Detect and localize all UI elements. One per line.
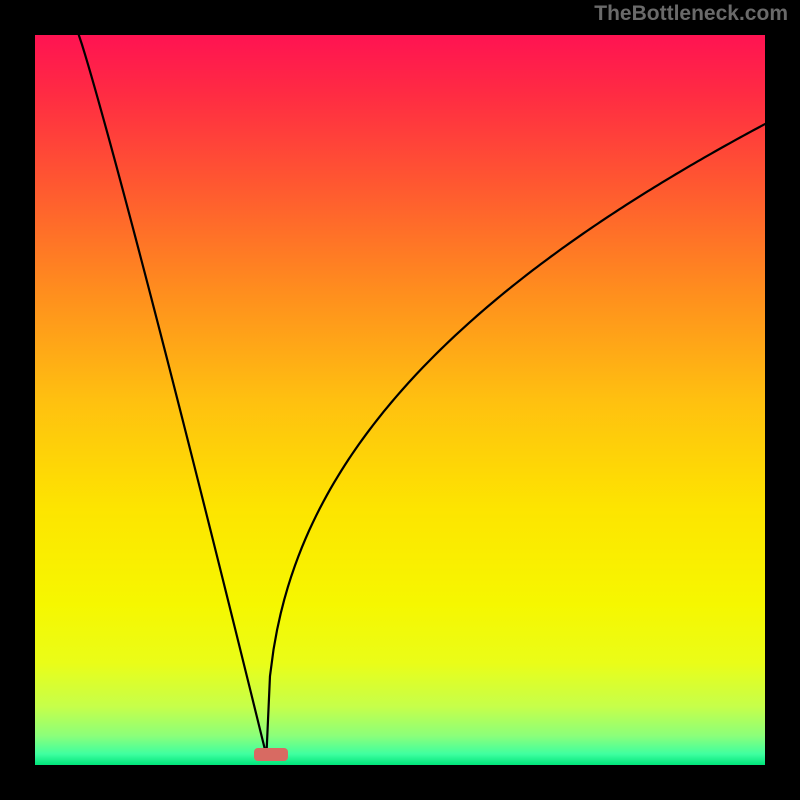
optimum-marker [254,748,288,761]
chart-container: TheBottleneck.com [0,0,800,800]
curve-path [79,35,765,756]
bottleneck-curve [35,35,765,765]
plot-area [35,35,765,765]
watermark-text: TheBottleneck.com [594,2,788,26]
